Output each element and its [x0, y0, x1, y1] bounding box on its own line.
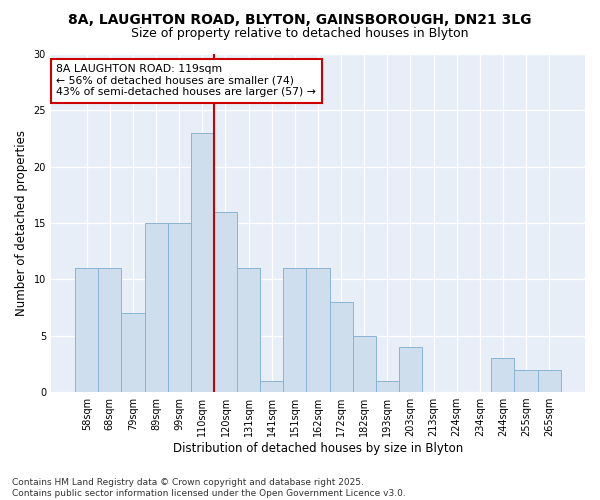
Bar [237, 268, 260, 392]
Bar [538, 370, 561, 392]
Bar [491, 358, 514, 392]
Bar [167, 223, 191, 392]
Bar [399, 347, 422, 392]
Bar [214, 212, 237, 392]
Bar [75, 268, 98, 392]
Y-axis label: Number of detached properties: Number of detached properties [15, 130, 28, 316]
Text: 8A, LAUGHTON ROAD, BLYTON, GAINSBOROUGH, DN21 3LG: 8A, LAUGHTON ROAD, BLYTON, GAINSBOROUGH,… [68, 12, 532, 26]
Bar [329, 302, 353, 392]
Text: Size of property relative to detached houses in Blyton: Size of property relative to detached ho… [131, 28, 469, 40]
Bar [376, 381, 399, 392]
Bar [307, 268, 329, 392]
Text: Contains HM Land Registry data © Crown copyright and database right 2025.
Contai: Contains HM Land Registry data © Crown c… [12, 478, 406, 498]
Bar [514, 370, 538, 392]
Bar [283, 268, 307, 392]
Bar [121, 313, 145, 392]
Bar [353, 336, 376, 392]
Bar [145, 223, 167, 392]
Bar [98, 268, 121, 392]
X-axis label: Distribution of detached houses by size in Blyton: Distribution of detached houses by size … [173, 442, 463, 455]
Bar [191, 133, 214, 392]
Text: 8A LAUGHTON ROAD: 119sqm
← 56% of detached houses are smaller (74)
43% of semi-d: 8A LAUGHTON ROAD: 119sqm ← 56% of detach… [56, 64, 316, 98]
Bar [260, 381, 283, 392]
